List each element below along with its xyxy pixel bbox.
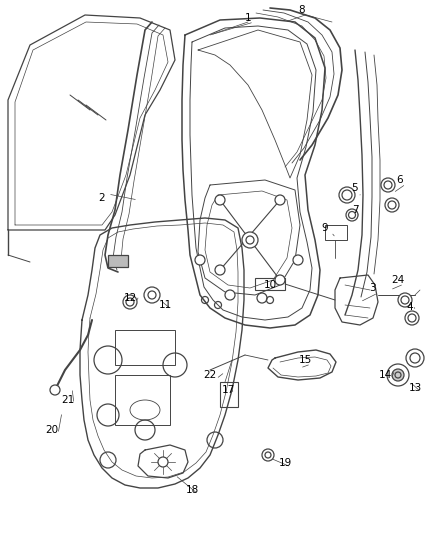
Text: 18: 18: [185, 485, 198, 495]
Text: 22: 22: [203, 370, 217, 380]
Text: 5: 5: [352, 183, 358, 193]
Circle shape: [406, 349, 424, 367]
Bar: [220, 382, 238, 407]
Text: 3: 3: [369, 283, 375, 293]
Text: 21: 21: [61, 395, 74, 405]
Bar: [115, 330, 175, 365]
Circle shape: [262, 449, 274, 461]
Bar: [108, 255, 128, 267]
Text: 20: 20: [46, 425, 59, 435]
Text: 6: 6: [397, 175, 403, 185]
Text: 14: 14: [378, 370, 392, 380]
Text: 13: 13: [408, 383, 422, 393]
Text: 19: 19: [279, 458, 292, 468]
Text: 15: 15: [298, 355, 311, 365]
Circle shape: [293, 255, 303, 265]
Circle shape: [346, 209, 358, 221]
Circle shape: [50, 385, 60, 395]
Text: 10: 10: [263, 280, 276, 290]
Text: 4: 4: [407, 302, 413, 312]
Circle shape: [381, 178, 395, 192]
Circle shape: [387, 364, 409, 386]
Text: 1: 1: [245, 13, 251, 23]
Bar: [115, 375, 170, 425]
Circle shape: [398, 293, 412, 307]
Circle shape: [275, 195, 285, 205]
Circle shape: [123, 295, 137, 309]
Circle shape: [385, 198, 399, 212]
Text: 12: 12: [124, 293, 137, 303]
Circle shape: [144, 287, 160, 303]
Circle shape: [257, 293, 267, 303]
Circle shape: [242, 232, 258, 248]
Text: 8: 8: [299, 5, 305, 15]
Circle shape: [158, 457, 168, 467]
Bar: [255, 278, 285, 290]
Text: 9: 9: [321, 223, 328, 233]
Text: 17: 17: [221, 385, 235, 395]
Circle shape: [215, 265, 225, 275]
Circle shape: [392, 369, 404, 381]
Circle shape: [405, 311, 419, 325]
Circle shape: [195, 255, 205, 265]
Circle shape: [339, 187, 355, 203]
Circle shape: [225, 290, 235, 300]
Bar: [325, 225, 347, 240]
Circle shape: [275, 275, 285, 285]
Circle shape: [215, 195, 225, 205]
Text: 7: 7: [352, 205, 358, 215]
Text: 24: 24: [392, 275, 405, 285]
Text: 11: 11: [159, 300, 172, 310]
Text: 2: 2: [99, 193, 105, 203]
